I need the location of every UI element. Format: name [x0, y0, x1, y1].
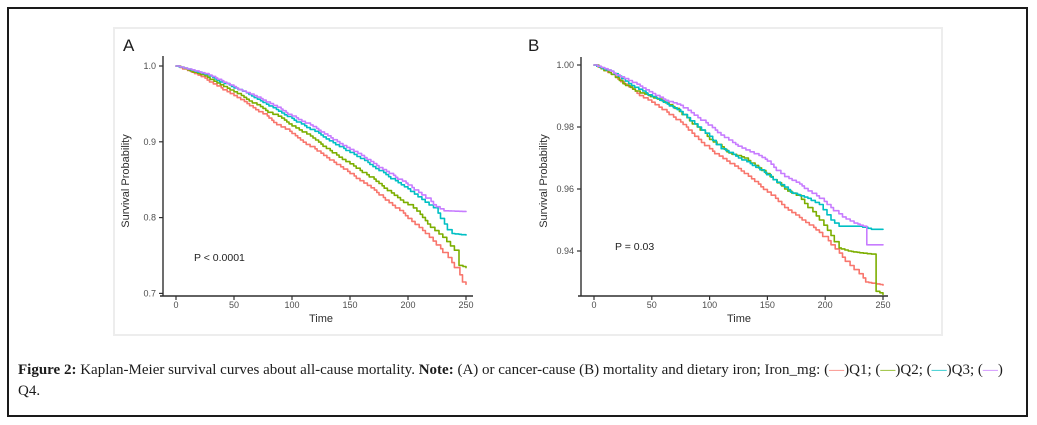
panel-letter-A: A	[123, 36, 135, 55]
caption-legend-open-paren: (	[824, 362, 830, 378]
caption-legend-dash-q2: —	[880, 362, 896, 378]
survival-curve-Q2-B	[593, 64, 884, 296]
x-tick-label-A: 150	[342, 300, 357, 310]
caption-text-main: Kaplan-Meier survival curves about all-c…	[76, 362, 419, 378]
y-tick-label-B: 1.00	[556, 60, 574, 70]
caption-legend-close-paren: )	[895, 362, 901, 378]
caption-legend-close-paren: )	[844, 362, 850, 378]
caption-legend-open-paren: (	[875, 362, 881, 378]
x-tick-label-A: 50	[229, 300, 239, 310]
caption-legend-open-paren: (	[977, 362, 983, 378]
panel-A: 0.7 0.8 0.9 1.0 0 50 100 150 200 250 Time Survival …	[120, 36, 474, 325]
caption-legend-open-paren: (	[926, 362, 932, 378]
y-tick-label-B: 0.94	[556, 246, 574, 256]
caption-legend-dash-q3: —	[931, 362, 947, 378]
x-tick-label-B: 250	[875, 300, 890, 310]
y-axis-title-A: Survival Probability	[120, 134, 132, 228]
caption-legend: (—)Q1; (—)Q2; (—)Q3; (—)Q4.	[18, 362, 1003, 399]
x-tick-label-B: 50	[647, 300, 657, 310]
y-tick-label-B: 0.98	[556, 122, 574, 132]
panel-letter-B: B	[528, 36, 539, 55]
survival-curve-Q1-A	[175, 65, 467, 286]
panel-B: 0.94 0.96 0.98 1.00 0 50 100 150 200 250 Time Survi…	[528, 36, 891, 325]
y-axis-title-B: Survival Probability	[538, 134, 550, 228]
survival-curve-Q1-B	[593, 64, 884, 286]
x-tick-label-A: 250	[458, 300, 473, 310]
x-tick-label-B: 200	[818, 300, 833, 310]
figure-number-label: Figure 2:	[18, 362, 77, 378]
survival-plots-panel: 0.7 0.8 0.9 1.0 0 50 100 150 200 250 Time Survival …	[113, 27, 943, 336]
figure-caption: Figure 2: Kaplan-Meier survival curves a…	[18, 360, 1022, 402]
survival-curve-Q2-A	[175, 65, 467, 269]
note-label: Note:	[418, 362, 454, 378]
y-tick-label-A: 0.7	[143, 288, 156, 298]
kaplan-meier-figure: 0.70.80.91.00 50 100 150 200 250TimeSurvival …	[120, 36, 891, 325]
x-tick-label-B: 150	[760, 300, 775, 310]
survival-curve-Q3-B	[593, 64, 884, 231]
y-tick-label-A: 0.9	[143, 137, 156, 147]
p-value-annotation-B: P = 0.03	[615, 241, 654, 253]
p-value-annotation-A: P < 0.0001	[194, 252, 245, 264]
caption-legend-label-q4: Q4.	[18, 383, 41, 399]
y-tick-label-A: 1.0	[143, 61, 156, 71]
x-axis-title-B: Time	[727, 313, 751, 325]
y-tick-label-A: 0.8	[143, 213, 156, 223]
caption-text-note: (A) or cancer-cause (B) mortality and di…	[453, 362, 825, 378]
x-axis-title-A: Time	[309, 313, 333, 325]
y-tick-label-B: 0.96	[556, 184, 574, 194]
survival-curve-Q4-B	[593, 64, 884, 246]
caption-legend-label-q3: Q3;	[951, 362, 978, 378]
caption-legend-dash-q4: —	[982, 362, 998, 378]
caption-legend-close-paren: )	[946, 362, 952, 378]
caption-legend-dash-q1: —	[829, 362, 845, 378]
caption-legend-close-paren: )	[997, 362, 1003, 378]
caption-legend-label-q1: Q1;	[849, 362, 876, 378]
x-tick-label-B: 0	[591, 300, 596, 310]
x-tick-label-A: 100	[284, 300, 299, 310]
survival-curve-Q4-A	[175, 65, 467, 213]
x-tick-label-A: 0	[173, 300, 178, 310]
x-tick-label-A: 200	[400, 300, 415, 310]
caption-legend-label-q2: Q2;	[900, 362, 927, 378]
x-tick-label-B: 100	[702, 300, 717, 310]
